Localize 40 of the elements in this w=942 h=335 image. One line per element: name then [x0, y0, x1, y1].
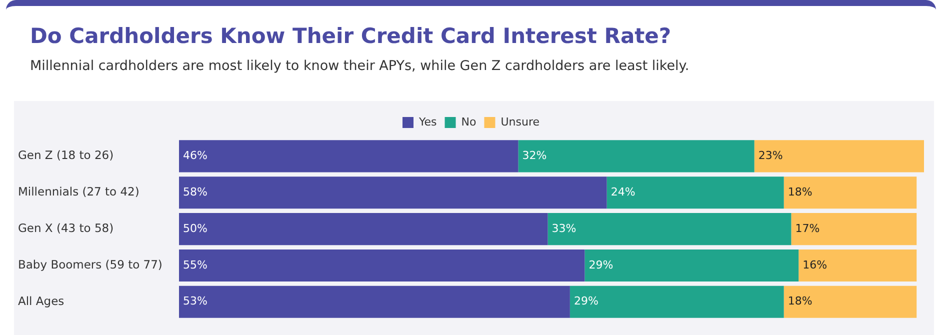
data-label: 55%: [183, 258, 208, 272]
y-tick-label: Gen X (43 to 58): [18, 221, 114, 236]
data-label: 58%: [183, 185, 208, 198]
bar: [584, 249, 799, 282]
chart-subtitle: Millennial cardholders are most likely to know their APYs, while Gen Z cardholders are least likely.: [30, 58, 690, 74]
bar: [784, 176, 917, 209]
y-tick-label: Gen Z (18 to 26): [18, 148, 114, 162]
data-label: 50%: [183, 222, 208, 235]
data-label: 32%: [522, 149, 547, 162]
bar: [784, 286, 917, 318]
data-label: 46%: [183, 149, 208, 162]
bar: [179, 140, 518, 172]
data-label: 29%: [588, 258, 614, 272]
chart-title: Do Cardholders Know Their Credit Card Interest Rate?: [30, 24, 672, 48]
bar: [179, 286, 570, 318]
data-label: 53%: [183, 294, 208, 308]
bar: [754, 140, 924, 172]
data-label: 33%: [552, 222, 576, 235]
data-label: 23%: [758, 149, 783, 162]
bar: [606, 176, 784, 209]
legend-label: Yes: [418, 115, 438, 128]
y-tick-label: Baby Boomers (59 to 77): [18, 257, 162, 272]
bar: [518, 140, 754, 172]
legend-label: No: [461, 115, 476, 128]
data-label: 18%: [788, 185, 812, 198]
data-label: 16%: [802, 258, 828, 272]
y-tick-label: All Ages: [18, 294, 64, 308]
bar: [179, 176, 607, 209]
data-label: 17%: [795, 222, 820, 235]
bar: [570, 286, 784, 318]
data-label: 24%: [610, 185, 636, 198]
data-label: 18%: [788, 294, 812, 308]
bar: [179, 213, 548, 246]
bar: [798, 249, 917, 282]
data-label: 29%: [574, 294, 598, 308]
y-tick-label: Millennials (27 to 42): [18, 184, 140, 199]
bar: [179, 249, 585, 282]
bar: [548, 213, 792, 246]
legend-label: Unsure: [500, 115, 540, 128]
bar: [791, 213, 917, 246]
